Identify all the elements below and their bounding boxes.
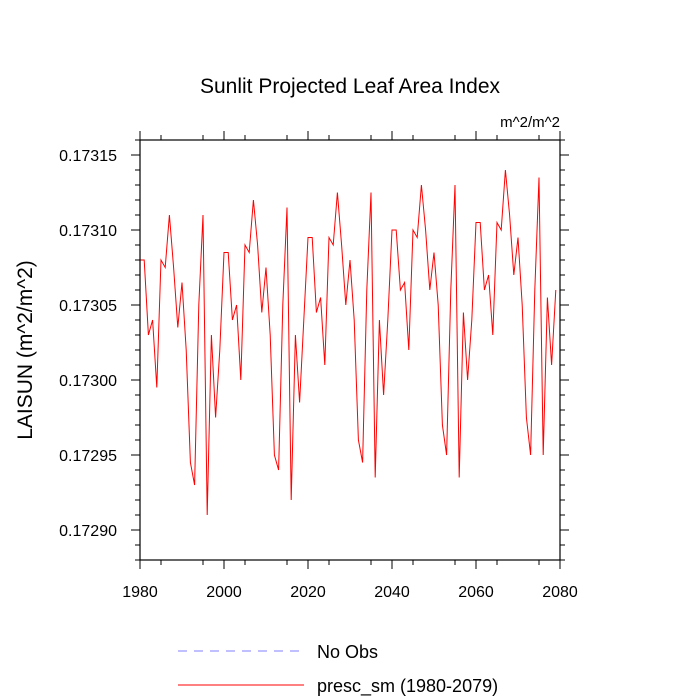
y-tick-label: 0.17305	[59, 298, 117, 315]
x-tick-label: 2080	[542, 584, 578, 601]
x-tick-label: 2020	[290, 584, 326, 601]
x-tick-label: 2040	[374, 584, 410, 601]
y-axis-label: LAISUN (m^2/m^2)	[14, 260, 37, 440]
legend-label-presc-sm: presc_sm (1980-2079)	[317, 676, 498, 697]
series-line-1	[140, 169, 557, 516]
y-tick-label: 0.17315	[59, 148, 117, 165]
legend: No Obs presc_sm (1980-2079)	[178, 642, 498, 697]
plot-frame	[139, 139, 561, 561]
y-tick-label: 0.17295	[59, 448, 117, 465]
tick-labels: 1980 2000 2020 2040 2060 2080 0.17290 0.17295 0.…	[59, 148, 578, 601]
y-tick-label: 0.17300	[59, 373, 117, 390]
chart-units-label: m^2/m^2	[500, 114, 560, 131]
y-tick-label: 0.17310	[59, 223, 117, 240]
x-tick-label: 2000	[206, 584, 242, 601]
legend-label-no-obs: No Obs	[317, 642, 378, 662]
y-tick-label: 0.17290	[59, 523, 117, 540]
plot-series	[140, 169, 557, 516]
axis-ticks	[131, 131, 569, 569]
chart-title: Sunlit Projected Leaf Area Index	[200, 75, 501, 98]
x-tick-label: 1980	[122, 584, 158, 601]
x-tick-label: 2060	[458, 584, 494, 601]
